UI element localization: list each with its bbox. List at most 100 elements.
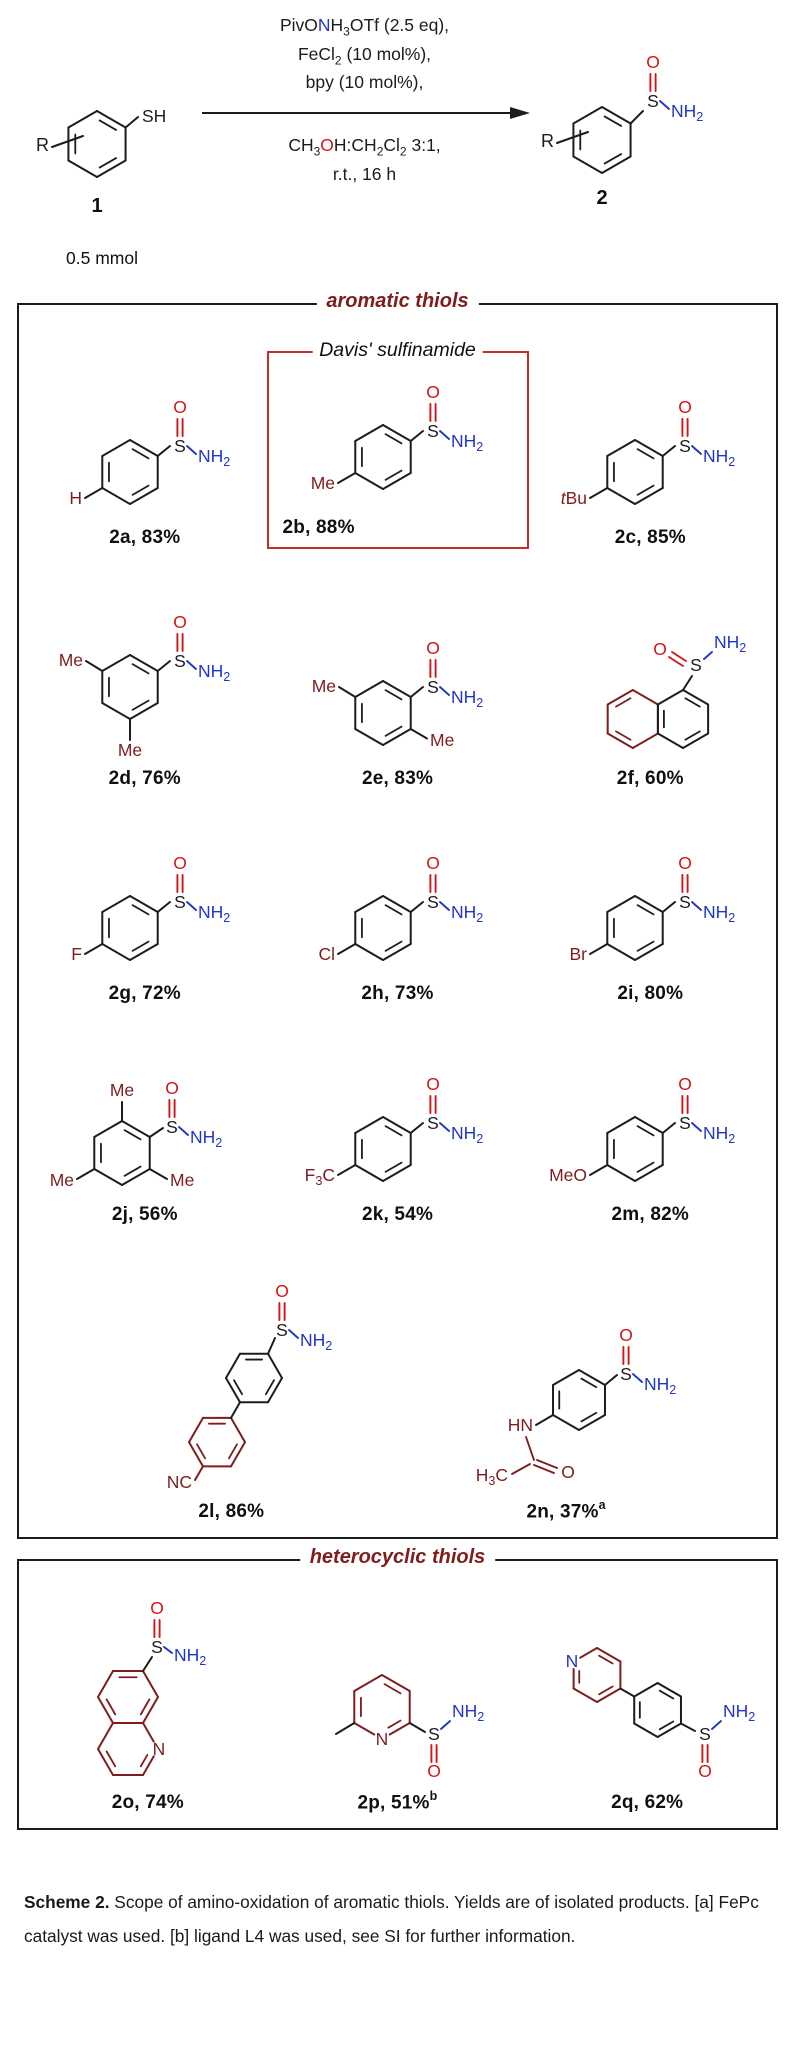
svg-text:O: O <box>678 1074 692 1094</box>
svg-text:Me: Me <box>58 650 82 670</box>
compound-label-2f: 2f, 60% <box>616 768 684 789</box>
svg-text:S: S <box>429 1724 441 1744</box>
svg-text:NH2: NH2 <box>451 902 483 925</box>
scheme-caption-lead: Scheme 2. <box>24 1892 110 1912</box>
compound-label-2g: 2g, 72% <box>108 983 181 1004</box>
svg-text:NH2: NH2 <box>451 431 483 454</box>
svg-text:S: S <box>647 91 659 111</box>
svg-text:S: S <box>174 892 186 912</box>
compound-label-2i: 2i, 80% <box>617 983 684 1004</box>
svg-text:S: S <box>679 892 691 912</box>
conditions-line: r.t., 16 h <box>332 163 397 184</box>
compound-cell-2l: S O NH2 NC 2l, 86% <box>106 1280 356 1523</box>
svg-text:S: S <box>427 421 439 441</box>
product-structure: SO NH2 R <box>541 52 703 174</box>
svg-text:Cl: Cl <box>318 944 335 964</box>
structure-2p: N SO NH2 <box>335 1673 485 1781</box>
svg-text:O: O <box>150 1598 164 1618</box>
compound-label-2o: 2o, 74% <box>111 1792 184 1813</box>
svg-text:O: O <box>173 397 187 417</box>
svg-text:NH2: NH2 <box>452 1701 484 1724</box>
conditions-line: CH3OH:CH2Cl2 3:1, <box>288 135 441 159</box>
compound-label-2e: 2e, 83% <box>361 768 434 789</box>
structure-2h: SO NH2 Cl <box>318 853 483 964</box>
svg-text:O: O <box>678 397 692 417</box>
conditions-below-arrow: CH3OH:CH2Cl2 3:1, r.t., 16 h <box>192 132 537 187</box>
compound-cell-2a: S O NH2 H 2a, 83% <box>30 380 260 549</box>
reactant-block: SH R 1 0.5 mmol <box>22 48 192 269</box>
davis-highlight-label: Davis' sulfinamide <box>312 339 483 362</box>
compound-label-2c: 2c, 85% <box>614 527 686 548</box>
svg-text:NH2: NH2 <box>723 1701 755 1724</box>
compound-cell-2g: S O NH2 F 2g, 72% <box>30 836 260 1005</box>
svg-text:R: R <box>541 131 554 151</box>
structure-2m: SO NH2 MeO <box>549 1074 735 1185</box>
svg-text:O: O <box>698 1761 712 1781</box>
svg-text:H: H <box>69 488 82 508</box>
structure-2i: SO NH2 Br <box>570 853 736 964</box>
svg-text:S: S <box>690 655 702 675</box>
compound-label-2h: 2h, 73% <box>361 983 434 1004</box>
svg-text:NH2: NH2 <box>198 661 230 684</box>
svg-text:S: S <box>427 1113 439 1133</box>
svg-text:O: O <box>646 52 660 72</box>
structure-2a: SO NH2 H <box>69 397 230 508</box>
scheme-caption: Scheme 2. Scope of amino-oxidation of ar… <box>24 1886 771 1953</box>
svg-text:S: S <box>174 651 186 671</box>
compound-cell-2e: S O NH2 Me Me 2e, 83% <box>283 621 513 790</box>
svg-text:O: O <box>426 382 440 402</box>
svg-text:NH2: NH2 <box>190 1127 222 1150</box>
svg-text:S: S <box>427 677 439 697</box>
svg-text:NH2: NH2 <box>198 446 230 469</box>
svg-text:NH2: NH2 <box>198 902 230 925</box>
heterocyclic-thiols-title: heterocyclic thiols <box>299 1546 496 1569</box>
svg-text:O: O <box>173 612 187 632</box>
svg-text:S: S <box>166 1117 178 1137</box>
svg-text:H3C: H3C <box>475 1465 507 1488</box>
product-block: S O NH2 R 2 <box>537 40 762 269</box>
svg-text:O: O <box>426 1074 440 1094</box>
compound-cell-2i: S O NH2 Br 2i, 80% <box>535 836 765 1005</box>
compound-cell-2q: N S O NH2 2q, 62% <box>525 1623 770 1814</box>
structure-2k: SO NH2 F3C <box>304 1074 483 1188</box>
aromatic-thiols-box: aromatic thiols S O NH2 H 2a, 83% Davis' sulf… <box>17 290 778 1539</box>
svg-text:NH2: NH2 <box>451 687 483 710</box>
heterocyclic-thiols-box: heterocyclic thiols N S O NH2 2o, 74% N S O NH2 2… <box>17 1546 778 1830</box>
svg-text:O: O <box>426 638 440 658</box>
yield-footnote-2n: a <box>598 1497 606 1512</box>
svg-text:NH2: NH2 <box>703 902 735 925</box>
structure-2f: S O NH2 <box>606 632 746 749</box>
svg-text:S: S <box>151 1637 163 1657</box>
compound-label-2d: 2d, 76% <box>108 768 181 789</box>
compound-label-2b: 2b, 88% <box>282 517 355 538</box>
svg-text:N: N <box>565 1651 578 1671</box>
svg-text:NH2: NH2 <box>671 101 703 124</box>
svg-text:Me: Me <box>311 676 335 696</box>
scheme-figure: SH R 1 0.5 mmol PivONH3OTf (2.5 eq), FeCl2… <box>0 0 795 1953</box>
compound-cell-2p: N S O NH2 2p, 51%b <box>277 1627 517 1814</box>
compound-cell-2f: S O NH2 2f, 60% <box>533 611 768 790</box>
svg-text:S: S <box>427 892 439 912</box>
svg-text:O: O <box>653 639 667 659</box>
svg-text:O: O <box>276 1281 290 1301</box>
svg-text:NH2: NH2 <box>644 1374 676 1397</box>
compound-label-2m: 2m, 82% <box>611 1204 689 1225</box>
svg-text:S: S <box>679 436 691 456</box>
svg-text:F3C: F3C <box>304 1165 334 1188</box>
svg-text:Me: Me <box>110 1080 134 1100</box>
compound-label-2q: 2q, 62% <box>611 1792 684 1813</box>
aromatic-thiols-grid: S O NH2 H 2a, 83% Davis' sulfinamide S O NH2 Me 2b… <box>19 305 776 1232</box>
compound-label-2n: 2n, 37%a <box>526 1497 606 1522</box>
svg-text:S: S <box>679 1113 691 1133</box>
compound-label-2j: 2j, 56% <box>111 1204 178 1225</box>
svg-text:NH2: NH2 <box>174 1645 206 1668</box>
svg-text:S: S <box>620 1364 632 1384</box>
compound-cell-2j: S O NH2 Me Me Me 2j, 56% <box>27 1051 262 1226</box>
structure-2j: SO NH2 Me Me Me <box>50 1078 223 1190</box>
svg-text:Me: Me <box>310 473 334 493</box>
svg-text:O: O <box>173 853 187 873</box>
svg-text:O: O <box>678 853 692 873</box>
svg-text:R: R <box>36 135 49 155</box>
svg-text:NH2: NH2 <box>300 1330 332 1353</box>
reaction-scheme: SH R 1 0.5 mmol PivONH3OTf (2.5 eq), FeCl2… <box>0 0 795 269</box>
